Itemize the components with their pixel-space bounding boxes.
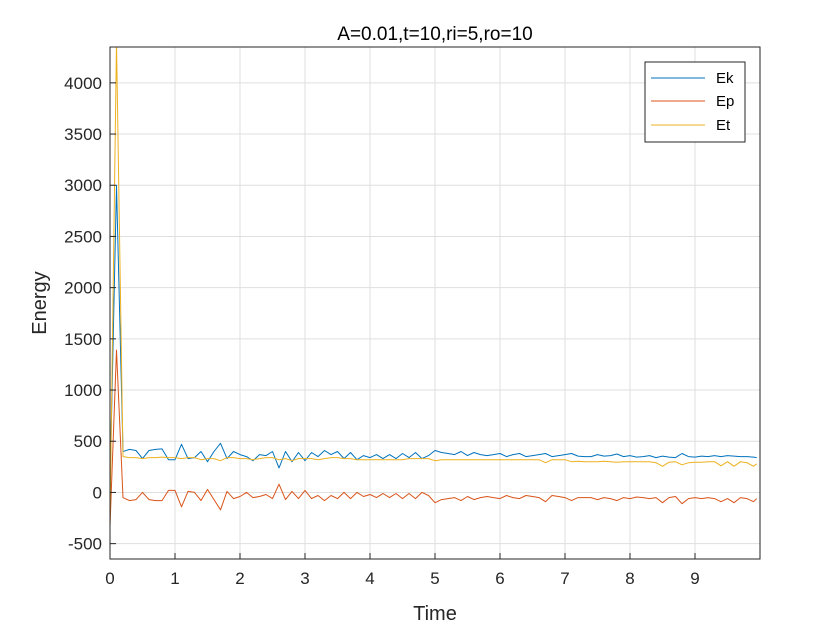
x-tick-label: 3 [300,569,309,588]
x-gridlines [109,47,696,559]
y-tick-label: 3500 [64,125,102,144]
legend-box [644,61,746,143]
x-axis-ticks: 0 1 2 3 4 5 6 7 8 9 [105,553,700,588]
x-axis-title: Time [413,603,457,625]
series-line-ep [110,349,758,527]
y-tick-label: 2000 [64,279,102,298]
series-line-ek [110,184,757,488]
legend-label-ep: Ep [716,93,734,110]
x-tick-label: 1 [170,569,179,588]
series-line-et [110,47,758,522]
y-axis-title: Energy [29,271,51,334]
x-tick-label: 2 [235,569,244,588]
x-tick-label: 0 [105,569,114,588]
y-tick-label: 0 [93,483,102,502]
y-tick-label: 4000 [64,74,102,93]
y-tick-label: 2500 [64,227,102,246]
legend-label-ek: Ek [716,70,734,87]
x-tick-label: 6 [495,569,504,588]
y-gridlines [110,82,760,545]
x-tick-label: 9 [690,569,699,588]
x-tick-label: 4 [365,569,374,588]
legend: Ek Ep Et [644,61,746,143]
x-tick-label: 7 [560,569,569,588]
y-tick-label: 3000 [64,176,102,195]
y-tick-label: 500 [74,432,102,451]
x-tick-label: 5 [430,569,439,588]
y-tick-label: -500 [68,535,102,554]
series-lines [110,47,758,527]
x-tick-label: 8 [625,569,634,588]
y-tick-label: 1500 [64,330,102,349]
y-axis-ticks: -500 0 500 1000 1500 2000 2500 3000 3500 4000 [64,74,116,554]
y-tick-label: 1000 [64,381,102,400]
legend-label-et: Et [716,117,731,134]
chart-title: A=0.01,t=10,ri=5,ro=10 [337,24,532,45]
